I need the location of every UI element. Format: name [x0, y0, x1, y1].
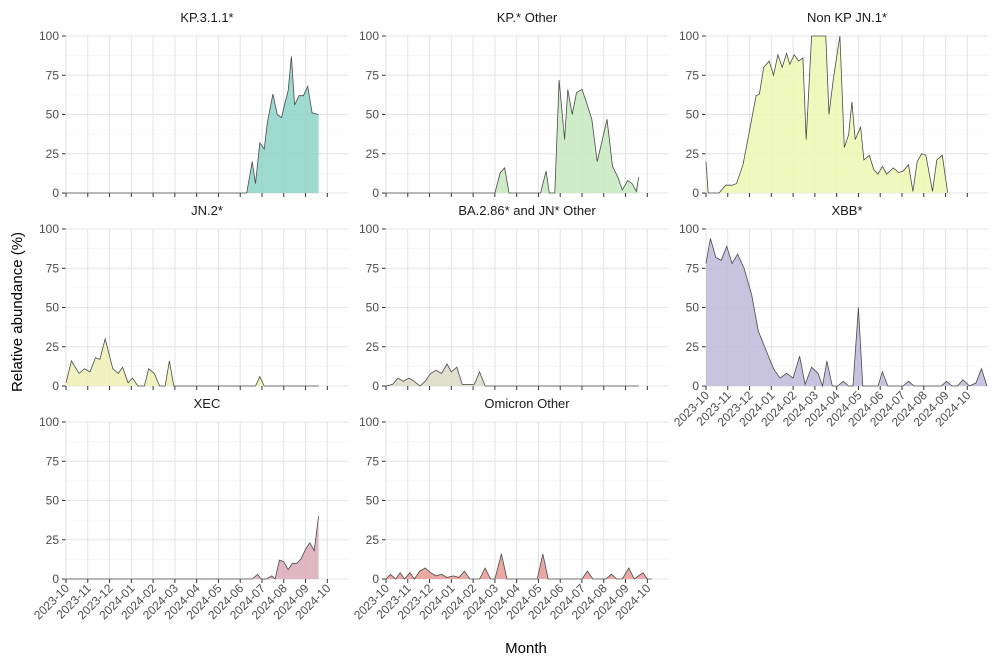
y-tick-label: 75 — [366, 454, 380, 468]
series-line — [705, 238, 988, 388]
series-line — [65, 337, 319, 387]
y-tick-label: 100 — [359, 29, 379, 43]
panel-8: 02550751002023-102023-112023-122024-0120… — [351, 396, 668, 622]
y-tick-label: 75 — [366, 68, 380, 82]
y-tick-label: 50 — [46, 494, 60, 508]
y-tick-label: 0 — [52, 186, 59, 200]
y-tick-label: 0 — [372, 572, 379, 586]
series-area — [66, 56, 319, 194]
series-area — [66, 338, 319, 386]
y-tick-label: 100 — [359, 222, 379, 236]
facet-title: Non KP JN.1* — [807, 10, 887, 25]
panel-7: 02550751002023-102023-112023-122024-0120… — [31, 396, 348, 622]
y-tick-label: 25 — [366, 533, 380, 547]
y-tick-label: 50 — [686, 108, 700, 122]
y-tick-label: 25 — [46, 147, 60, 161]
y-tick-label: 25 — [686, 340, 700, 354]
y-tick-label: 0 — [372, 186, 379, 200]
series-line — [385, 553, 652, 580]
y-tick-label: 75 — [686, 261, 700, 275]
panel-1: 0 25 50 75 100 KP.3.1.1* — [39, 10, 348, 200]
y-tick-label: 100 — [679, 222, 699, 236]
facet-title: JN.2* — [191, 203, 223, 218]
series-line — [386, 79, 639, 194]
series-area — [706, 238, 987, 386]
facet-title: XBB* — [831, 203, 862, 218]
y-tick-label: 50 — [46, 301, 60, 315]
y-tick-label: 100 — [39, 222, 59, 236]
y-tick-label: 0 — [52, 572, 59, 586]
facet-title: BA.2.86* and JN* Other — [458, 203, 596, 218]
y-tick-label: 75 — [366, 261, 380, 275]
series-line — [66, 516, 319, 580]
y-tick-label: 50 — [366, 301, 380, 315]
y-tick-label: 75 — [46, 454, 60, 468]
y-tick-label: 75 — [46, 261, 60, 275]
y-tick-label: 100 — [359, 415, 379, 429]
y-tick-label: 25 — [366, 340, 380, 354]
y-tick-label: 25 — [366, 147, 380, 161]
y-tick-label: 100 — [679, 29, 699, 43]
series-area — [66, 516, 319, 579]
panel-3: 0 25 50 75 100 Non KP JN.1* — [679, 10, 988, 200]
series-line — [705, 35, 949, 194]
y-tick-label: 75 — [46, 68, 60, 82]
facet-title: XEC — [194, 396, 221, 411]
series-area — [386, 553, 652, 579]
series-line — [385, 363, 639, 387]
y-axis-title: Relative abundance (%) — [9, 232, 26, 392]
y-tick-label: 50 — [46, 108, 60, 122]
facet-title: KP.* Other — [497, 10, 558, 25]
panel-4: 0 25 50 75 100 JN.2* — [39, 203, 348, 393]
x-axis-title: Month — [505, 640, 547, 657]
y-tick-label: 50 — [686, 301, 700, 315]
series-area — [706, 36, 948, 193]
panel-5: 0 25 50 75 100 BA.2.86* and JN* Other — [359, 203, 668, 393]
series-area — [386, 80, 639, 193]
y-tick-label: 0 — [692, 379, 699, 393]
y-tick-label: 100 — [39, 29, 59, 43]
y-tick-label: 0 — [692, 186, 699, 200]
series-area — [386, 364, 639, 386]
panel-2: 0 25 50 75 100 KP.* Other — [359, 10, 668, 200]
y-tick-label: 100 — [39, 415, 59, 429]
y-tick-label: 25 — [46, 340, 60, 354]
y-tick-label: 0 — [52, 379, 59, 393]
y-tick-label: 50 — [366, 108, 380, 122]
y-tick-label: 25 — [686, 147, 700, 161]
y-tick-label: 0 — [372, 379, 379, 393]
series-line — [66, 56, 319, 194]
y-tick-label: 25 — [46, 533, 60, 547]
y-tick-label: 50 — [366, 494, 380, 508]
facet-title: KP.3.1.1* — [180, 10, 233, 25]
y-tick-label: 75 — [686, 68, 700, 82]
facet-title: Omicron Other — [484, 396, 570, 411]
panel-6: 02550751002023-102023-112023-122024-0120… — [671, 203, 988, 429]
